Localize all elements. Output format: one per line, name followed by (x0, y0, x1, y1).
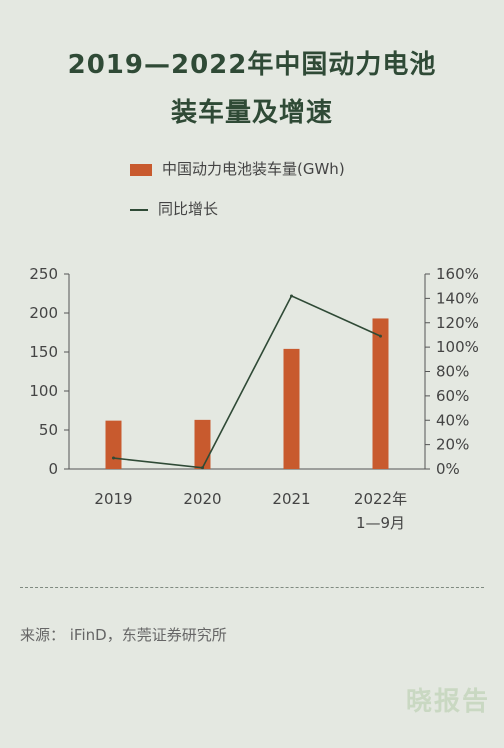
y-left-tick-label: 200 (29, 304, 58, 322)
source-note: 来源： iFinD，东莞证券研究所 (20, 626, 227, 644)
bar-volume (372, 318, 389, 469)
line-growth (113, 294, 381, 469)
point-growth (112, 456, 115, 460)
point-growth (201, 466, 204, 470)
point-growth (379, 334, 382, 338)
y-right-tick-label: 120% (436, 314, 479, 332)
divider-line (20, 587, 484, 588)
chart-title-line2: 装车量及增速 (170, 98, 333, 128)
x-tick-label: 2021 (272, 490, 310, 508)
y-left-tick-label: 50 (39, 421, 58, 439)
legend-item-volume: 中国动力电池装车量(GWh) (130, 158, 345, 179)
y-left-tick-label: 150 (29, 343, 58, 361)
x-tick-label: 1—9月 (356, 514, 405, 532)
y-right-tick-label: 40% (436, 411, 469, 429)
legend-swatch-bar (130, 163, 152, 176)
y-right-tick-label: 80% (436, 363, 469, 381)
y-right-tick-label: 0% (436, 460, 460, 478)
legend-item-growth: 同比增长 (130, 198, 218, 219)
bar-volume (105, 420, 122, 469)
y-left-tick-label: 250 (29, 265, 58, 283)
y-right-tick-label: 60% (436, 387, 469, 405)
y-right-tick-label: 20% (436, 436, 469, 454)
point-growth (290, 294, 293, 298)
y-right-tick-label: 140% (436, 289, 479, 307)
legend-label-growth: 同比增长 (158, 200, 219, 218)
legend-label-volume: 中国动力电池装车量(GWh) (162, 160, 345, 178)
y-right-tick-label: 160% (436, 265, 479, 283)
y-left-tick-label: 100 (29, 382, 58, 400)
y-right-tick-label: 100% (436, 338, 479, 356)
chart-title-line1: 2019—2022年中国动力电池 (67, 50, 437, 80)
x-tick-label: 2022年 (354, 490, 407, 508)
watermark-logo: 晓报告 (405, 687, 490, 717)
y-left-tick-label: 0 (48, 460, 58, 478)
x-tick-label: 2019 (94, 490, 132, 508)
x-tick-label: 2020 (183, 490, 221, 508)
bar-volume (283, 348, 300, 469)
legend-swatch-line (130, 208, 148, 211)
bar-volume (194, 419, 211, 469)
chart-plot: 0 50 100 150 200 250 0% 20% 40% 60% 80% 100% 120% 140… (29, 265, 479, 532)
